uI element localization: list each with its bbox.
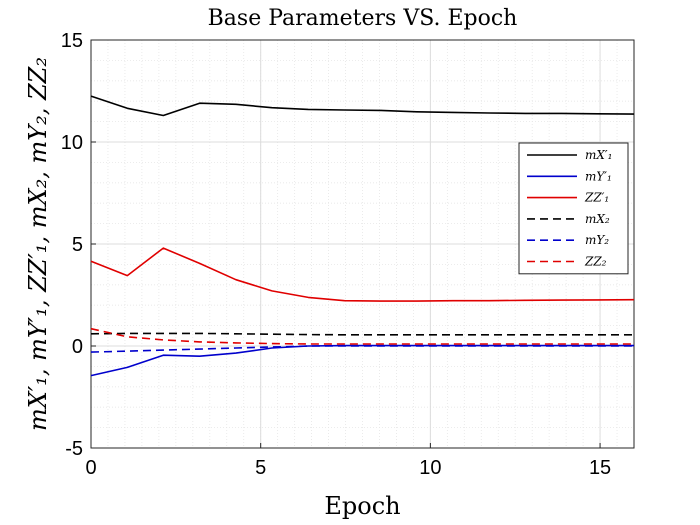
x-tick-label: 10 [419, 457, 441, 479]
chart-title: Base Parameters VS. Epoch [208, 6, 518, 31]
y-axis-label: mX′₁, mY′₁, ZZ′₁, mX₂, mY₂, ZZ₂ [24, 57, 52, 431]
x-tick-label: 15 [589, 457, 611, 479]
x-tick-label: 0 [85, 457, 96, 479]
x-axis-label: Epoch [324, 492, 400, 520]
legend: mX′₁ mY′₁ ZZ′₁ mX₂ mY₂ ZZ₂ [518, 142, 629, 275]
y-tick-label: 0 [72, 336, 83, 358]
series-line-6 [90, 327, 634, 345]
y-tick-label: 15 [61, 30, 83, 52]
series-line-3 [90, 247, 635, 302]
y-tick-label: 5 [72, 234, 83, 256]
series-line-2 [90, 344, 634, 377]
y-tick-label: -5 [65, 438, 83, 460]
legend-label-3: ZZ′₁ [584, 191, 609, 205]
series-lines [90, 95, 635, 377]
legend-label-1: mX′₁ [585, 148, 612, 162]
y-tick-label: 10 [61, 132, 83, 154]
legend-label-6: ZZ₂ [584, 255, 607, 269]
legend-label-2: mY′₁ [585, 169, 612, 183]
series-line-1 [90, 95, 635, 117]
legend-box [518, 142, 629, 275]
legend-label-5: mY₂ [585, 233, 609, 247]
legend-label-4: mX₂ [585, 212, 610, 226]
x-tick-label: 5 [255, 457, 266, 479]
